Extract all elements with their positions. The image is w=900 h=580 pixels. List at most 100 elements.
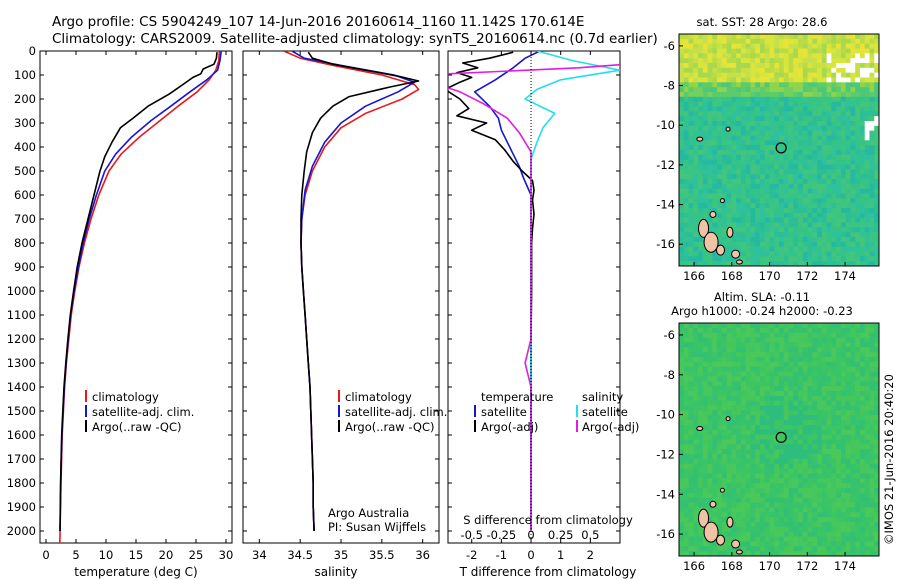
map-cell [807, 463, 813, 470]
map-cell [840, 327, 847, 334]
map-cell [693, 352, 699, 358]
map-cell [783, 342, 789, 348]
map-cell [679, 376, 685, 382]
map-cell [874, 121, 880, 127]
map-cell [721, 492, 728, 499]
map-cell [764, 106, 770, 112]
map-cell [736, 135, 742, 141]
header-line-2: Climatology: CARS2009. Satellite-adjuste… [52, 31, 658, 47]
map-cell [721, 222, 728, 228]
map-cell [793, 256, 799, 262]
map-cell [798, 361, 804, 368]
map-cell [745, 164, 751, 170]
map-cell [850, 82, 856, 88]
map-cell [831, 179, 837, 185]
map-cell [726, 261, 732, 267]
map-cell [807, 63, 813, 69]
map-cell [788, 439, 794, 445]
map-cell [721, 366, 728, 372]
map-cell [826, 63, 832, 69]
map-cell [869, 193, 875, 199]
map-cell [736, 405, 742, 411]
map-cell [769, 473, 775, 479]
map-cell [788, 332, 794, 338]
map-cell [802, 371, 808, 377]
map-cell [807, 347, 813, 353]
map-cell [783, 150, 789, 156]
map-cell [788, 551, 794, 557]
map-cell [821, 106, 828, 112]
sla-map-title-2: Argo h1000: -0.24 h2000: -0.23 [671, 304, 853, 318]
map-cell [774, 478, 780, 484]
map-cell [821, 512, 828, 518]
map-cell [750, 376, 756, 382]
map-cell [764, 381, 770, 387]
map-cell [764, 48, 770, 54]
map-cell [826, 390, 832, 397]
map-cell [793, 395, 799, 402]
map-cell [850, 502, 856, 508]
map-cell [850, 371, 856, 377]
map-cell [874, 400, 880, 406]
map-cell [869, 531, 875, 537]
map-cell [702, 454, 708, 460]
map-cell [745, 361, 751, 368]
map-cell [788, 536, 794, 542]
map-cell [845, 512, 851, 518]
map-cell [859, 77, 866, 83]
map-cell [802, 323, 808, 329]
map-cell [683, 140, 689, 146]
map-cell [693, 188, 699, 194]
map-cell [774, 63, 780, 69]
map-cell [717, 347, 723, 353]
map-cell [817, 551, 823, 557]
map-cell [798, 232, 804, 238]
map-cell [693, 106, 699, 112]
map-cell [769, 468, 775, 474]
map-cell [821, 72, 828, 78]
map-cell [726, 67, 732, 74]
map-cell [745, 356, 751, 363]
map-cell [698, 67, 704, 74]
map-cell [745, 395, 751, 402]
island-shape [719, 487, 725, 493]
x-tick-label: 0 [527, 548, 534, 562]
map-cell [721, 67, 728, 74]
map-cell [759, 217, 766, 223]
map-cell [745, 198, 751, 204]
map-cell [817, 208, 823, 214]
map-cell [798, 125, 804, 132]
map-cell [683, 366, 689, 372]
sst-map-axes: 166 168 170 172 174-6-8-10-12-14-16 [656, 39, 856, 283]
map-cell [793, 183, 799, 190]
map-cell [688, 463, 694, 470]
map-cell [707, 478, 713, 484]
map-cell [779, 478, 785, 484]
map-cell [698, 546, 704, 552]
map-cell [731, 522, 737, 528]
x-tick-label: 35.5 [369, 548, 395, 562]
map-cell [817, 63, 823, 69]
map-cell [798, 551, 804, 557]
map-cell [769, 135, 775, 141]
map-cell [693, 43, 699, 49]
map-cell [859, 332, 866, 338]
map-cell [836, 420, 842, 426]
map-cell [745, 371, 751, 377]
map-cell [821, 87, 828, 93]
map-cell [859, 179, 866, 185]
map-cell [702, 111, 708, 117]
map-cell [764, 371, 770, 377]
map-cell [702, 82, 708, 88]
map-cell [821, 361, 828, 368]
map-cell [693, 237, 699, 243]
map-cell [740, 390, 747, 397]
map-cell [707, 164, 713, 170]
map-cell [850, 96, 856, 103]
map-cell [840, 92, 847, 98]
map-cell [793, 198, 799, 204]
map-cell [736, 468, 742, 474]
map-cell [745, 188, 751, 194]
map-cell [750, 415, 756, 421]
map-cell [764, 352, 770, 358]
